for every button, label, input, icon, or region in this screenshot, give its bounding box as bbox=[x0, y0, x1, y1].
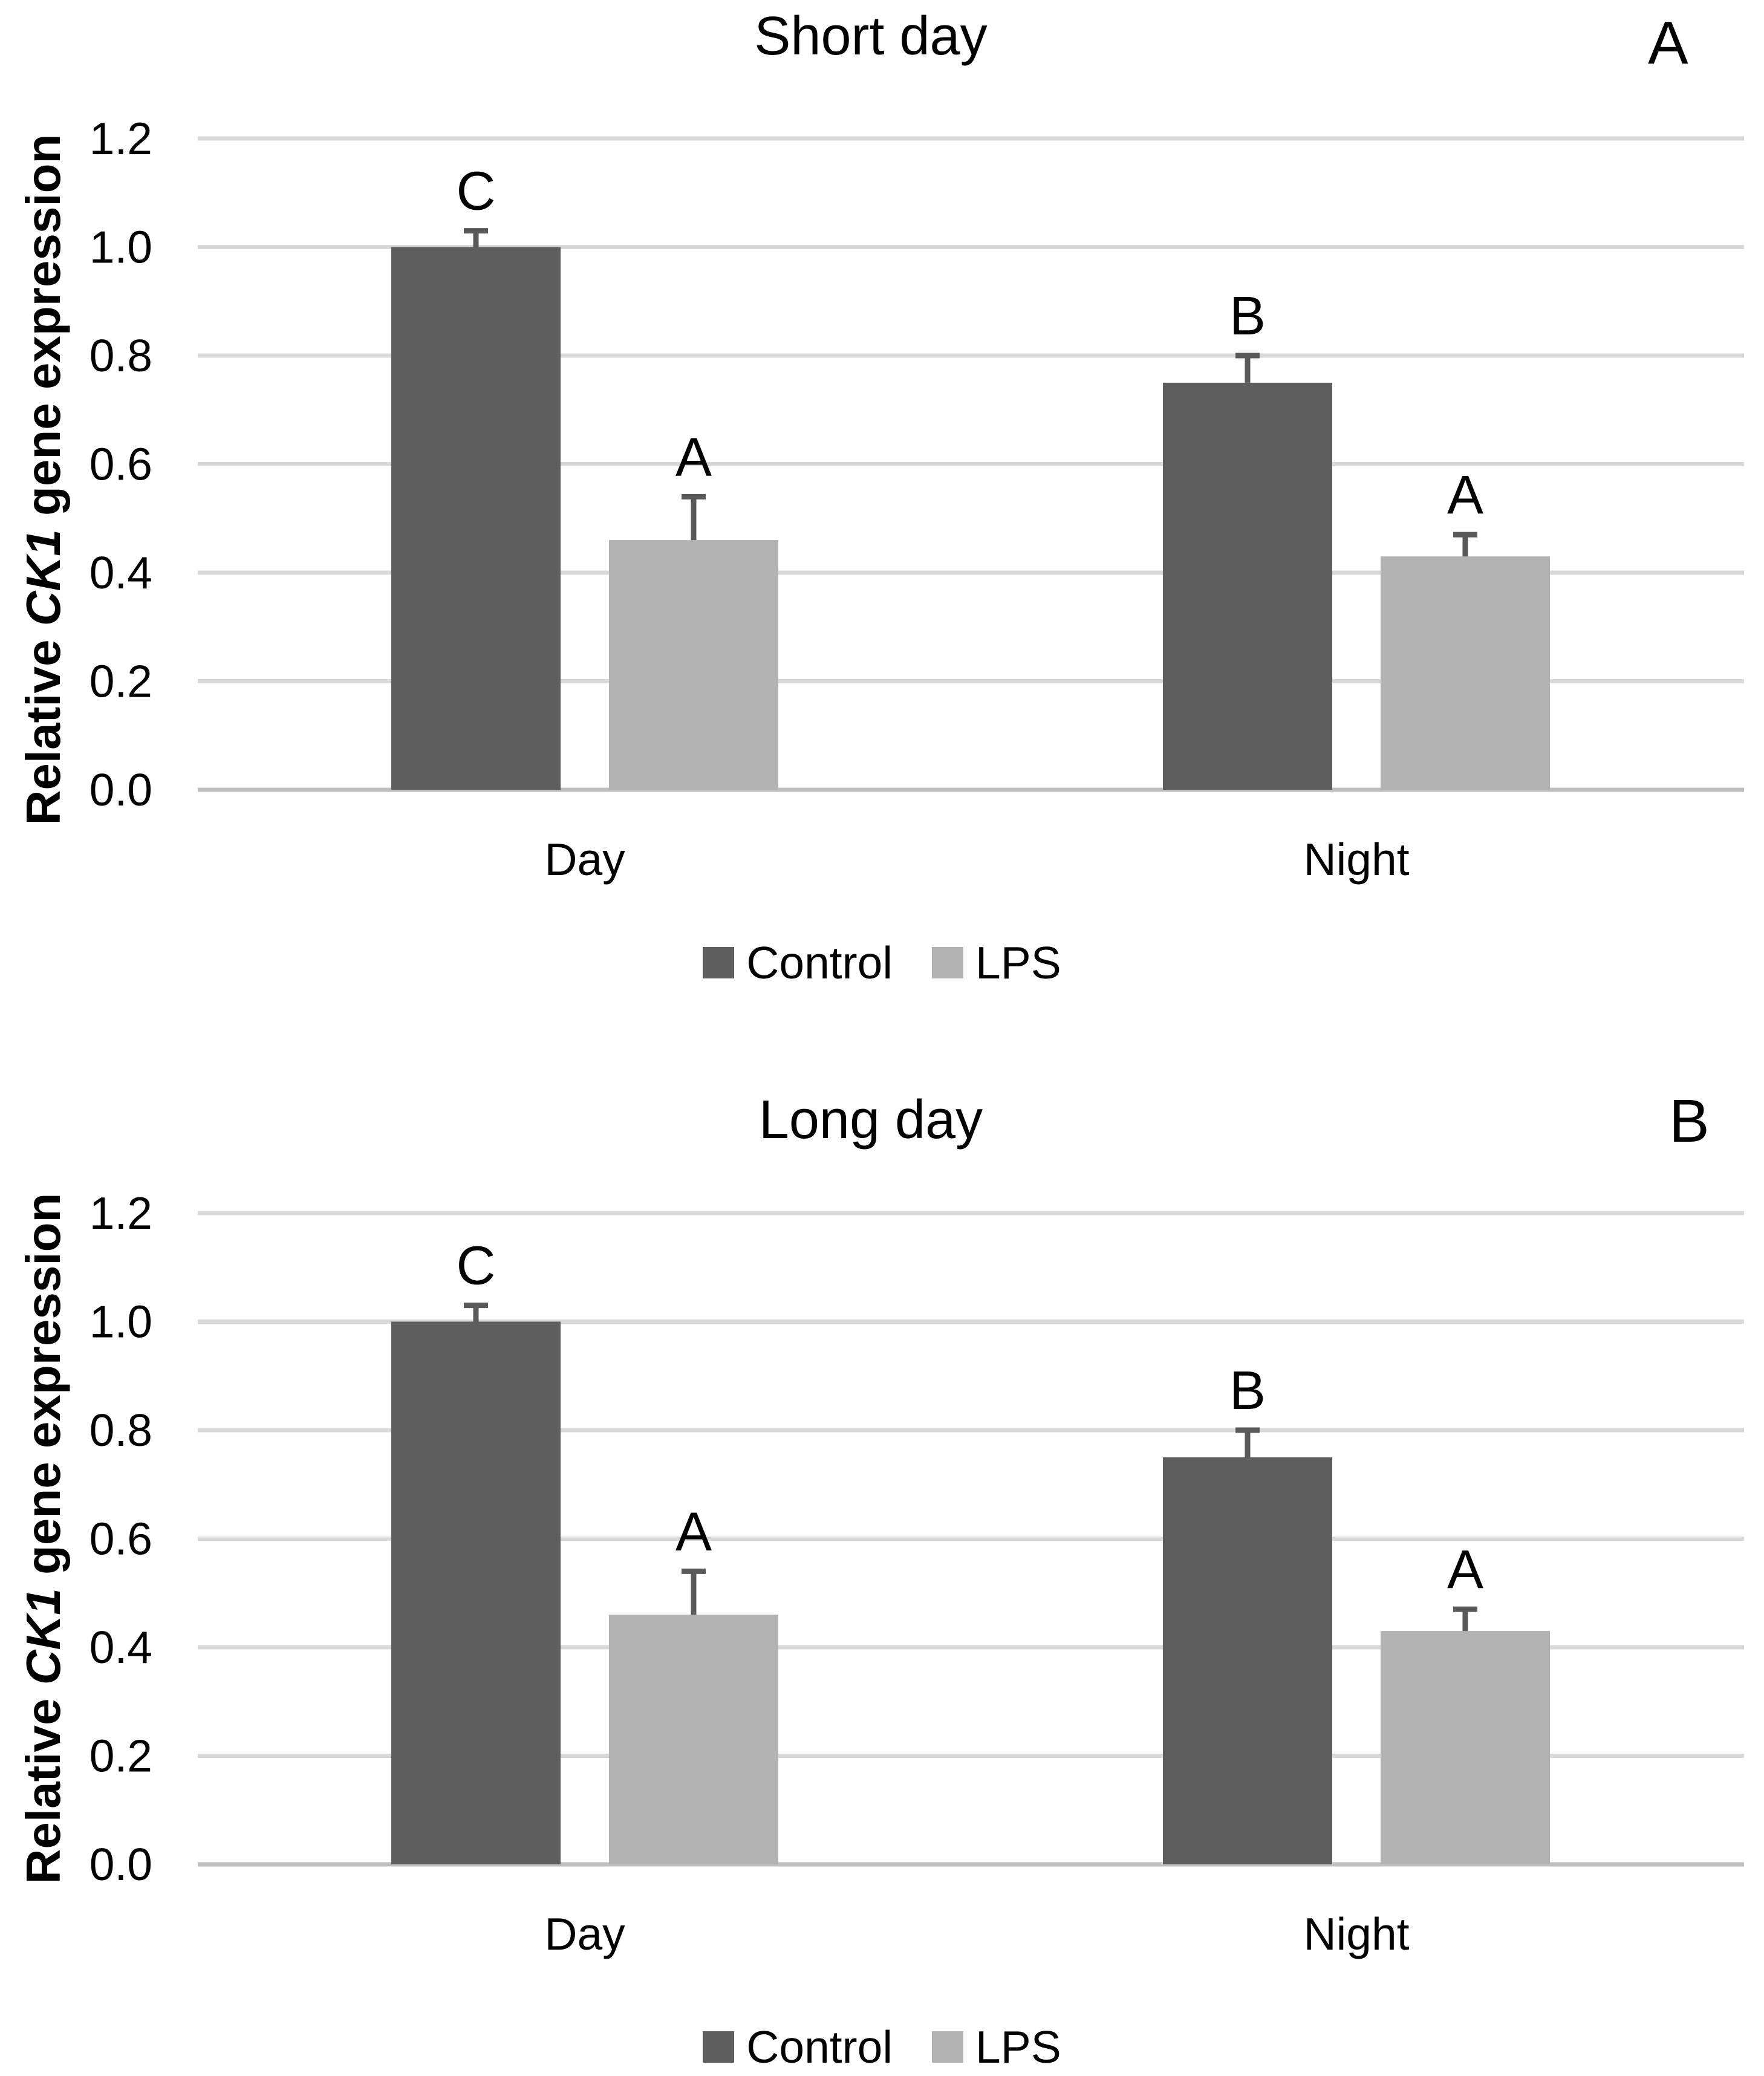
category-label-day: Day bbox=[544, 834, 625, 885]
legend-item-control: Control bbox=[703, 2020, 893, 2074]
bar-lps-day bbox=[609, 540, 778, 790]
significance-letter: A bbox=[675, 427, 712, 487]
chart-title: Short day bbox=[754, 6, 988, 67]
panel-a: 0.0 0.2 0.4 0.6 0.8 1.0 1.2 C B A A Day Night Short … bbox=[0, 6, 1764, 989]
category-label-night: Night bbox=[1303, 834, 1409, 885]
bar-lps-night bbox=[1381, 556, 1550, 790]
y-tick-label: 1.0 bbox=[90, 1297, 152, 1347]
y-tick-label: 0.6 bbox=[90, 1514, 152, 1564]
significance-letter: C bbox=[457, 161, 496, 222]
y-tick-label: 0.8 bbox=[90, 1405, 152, 1456]
y-tick-label: 1.2 bbox=[90, 1188, 152, 1238]
legend-swatch-control bbox=[703, 2031, 735, 2063]
significance-letter: C bbox=[457, 1236, 496, 1297]
legend: Control LPS bbox=[0, 2020, 1764, 2074]
legend-label-lps: LPS bbox=[975, 2022, 1061, 2072]
significance-letter: A bbox=[675, 1502, 712, 1562]
legend-swatch-control bbox=[703, 947, 735, 978]
y-tick-label: 0.2 bbox=[90, 1731, 152, 1782]
panel-b: 0.0 0.2 0.4 0.6 0.8 1.0 1.2 C B A A Day Night Long d… bbox=[0, 1038, 1764, 2076]
bar-control-night bbox=[1163, 1457, 1332, 1864]
legend-label-control: Control bbox=[746, 2022, 893, 2072]
legend-swatch-lps bbox=[932, 2031, 963, 2063]
y-tick-label: 0.2 bbox=[90, 656, 152, 707]
bar-lps-day bbox=[609, 1615, 778, 1864]
legend-label-control: Control bbox=[746, 937, 893, 988]
panel-b-plot: 0.0 0.2 0.4 0.6 0.8 1.0 1.2 C B A A Day Night bbox=[90, 1188, 1744, 1959]
y-tick-label: 0.6 bbox=[90, 439, 152, 490]
bar-control-night bbox=[1163, 382, 1332, 790]
bar-control-day bbox=[391, 247, 561, 790]
bar-lps-night bbox=[1381, 1631, 1550, 1864]
y-axis-title: Relative CK1 gene expression bbox=[16, 134, 71, 825]
y-tick-label: 0.8 bbox=[90, 330, 152, 381]
panel-letter: B bbox=[1669, 1087, 1710, 1155]
y-tick-label: 0.0 bbox=[90, 1839, 152, 1890]
y-axis-title-part: Relative bbox=[16, 1685, 70, 1884]
legend-swatch-lps bbox=[932, 947, 963, 978]
bar-control-day bbox=[391, 1321, 561, 1864]
significance-letter: A bbox=[1447, 465, 1483, 526]
gene-name-italic: CK1 bbox=[16, 1588, 70, 1685]
chart-title: Long day bbox=[758, 1090, 983, 1150]
y-tick-label: 1.0 bbox=[90, 222, 152, 273]
significance-letter: B bbox=[1229, 1361, 1266, 1421]
panel-letter: A bbox=[1648, 9, 1688, 77]
legend: Control LPS bbox=[0, 936, 1764, 989]
category-label-day: Day bbox=[544, 1908, 625, 1959]
legend-label-lps: LPS bbox=[975, 937, 1061, 988]
legend-item-control: Control bbox=[703, 936, 893, 989]
y-axis-title-part: Relative bbox=[16, 626, 70, 825]
y-tick-label: 0.4 bbox=[90, 1622, 152, 1673]
category-label-night: Night bbox=[1303, 1908, 1409, 1959]
panel-a-plot: 0.0 0.2 0.4 0.6 0.8 1.0 1.2 C B A A Day Night bbox=[90, 113, 1744, 885]
significance-letter: A bbox=[1447, 1540, 1483, 1600]
legend-item-lps: LPS bbox=[932, 2020, 1061, 2074]
gene-name-italic: CK1 bbox=[16, 529, 70, 626]
y-axis-title-part: gene expression bbox=[16, 134, 70, 530]
y-tick-label: 0.4 bbox=[90, 547, 152, 598]
y-axis-title: Relative CK1 gene expression bbox=[16, 1193, 71, 1884]
y-tick-label: 0.0 bbox=[90, 764, 152, 815]
legend-item-lps: LPS bbox=[932, 936, 1061, 989]
significance-letter: B bbox=[1229, 286, 1266, 347]
y-tick-label: 1.2 bbox=[90, 113, 152, 164]
y-axis-title-part: gene expression bbox=[16, 1193, 70, 1589]
